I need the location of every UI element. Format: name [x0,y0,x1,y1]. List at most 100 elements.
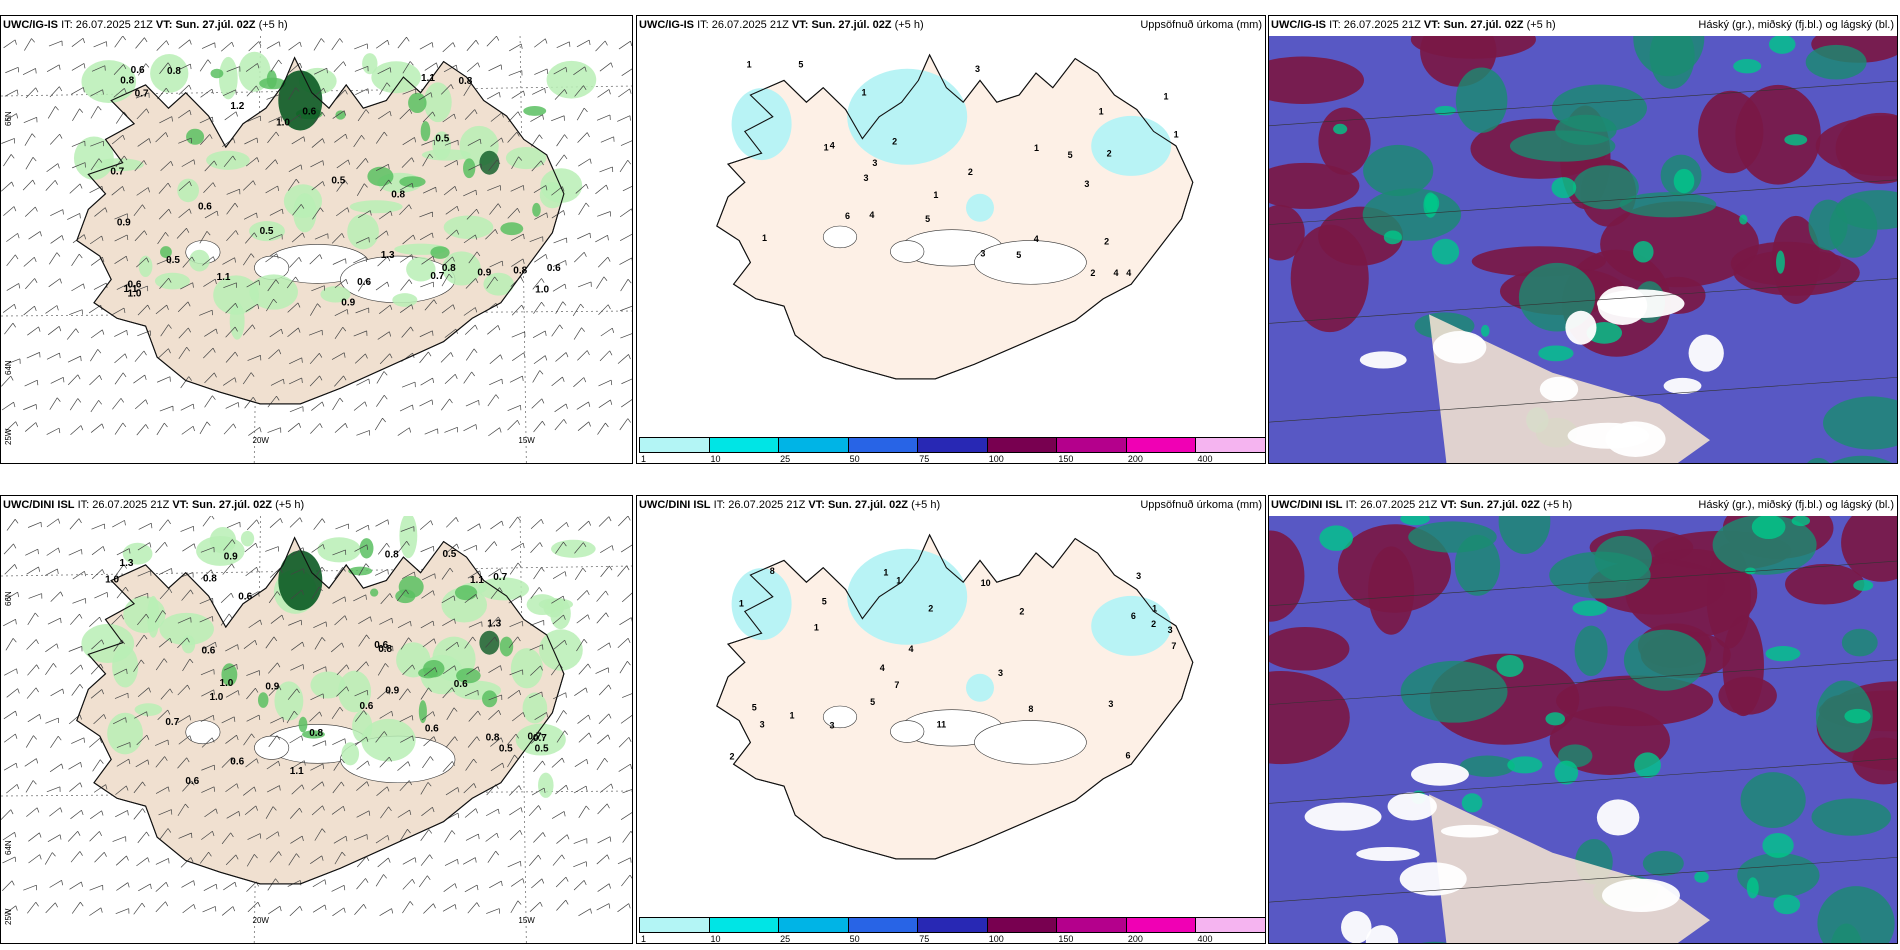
wind-barb [310,303,318,316]
wind-barb [554,403,567,413]
wind-barb-flag [365,661,369,667]
wind-barb [596,590,606,602]
precip-value-label: 0.6 [127,279,141,290]
cloud-green-blob [1551,177,1577,199]
wind-barb [45,717,59,724]
wind-barb [419,211,433,218]
wind-barb [70,425,82,436]
wind-barb-flag [433,299,437,305]
wind-barb-flag [233,716,236,722]
wind-barb-flag [581,327,585,332]
precip-blob-light [505,146,547,170]
wind-barb [375,131,385,144]
wind-barb-flag [564,284,567,290]
wind-barb-flag [11,880,15,886]
wind-barb [314,637,323,650]
it-value: 26.07.2025 21Z [1343,19,1421,31]
wind-barb [46,427,60,435]
wind-barb-flag [343,885,346,891]
wind-barb [67,374,79,386]
wind-barb [310,693,324,701]
wind-barb [4,564,15,575]
wind-barb-flag [326,68,328,74]
wind-barb [421,711,434,721]
wind-barb [199,116,213,124]
wind-barb [177,757,187,769]
wind-barb-flag [430,92,433,98]
wind-barb-flag [188,327,192,333]
wind-barb-flag [449,567,454,573]
model-name: UWC/IG-IS [3,19,58,31]
cloud-green-blob [1739,214,1748,225]
wind-barb-flag [60,591,64,597]
wind-barb-flag [79,213,81,219]
wind-barb-flag [454,186,458,192]
cloud-high-blob [1269,162,1360,209]
wind-barb [242,180,254,191]
wind-barb-flag [59,353,61,359]
wind-barb [245,758,257,768]
wind-barb-flag [414,571,416,577]
wind-barb [26,566,39,575]
wind-barb-flag [582,567,587,573]
wind-barb-flag [165,232,169,237]
wind-barb [356,878,366,890]
wind-barb-flag [565,876,569,882]
wind-barb [554,419,565,431]
precip-value-label: 5 [798,60,803,70]
precip-value-label: 0.7 [165,717,179,728]
wind-barb-flag [494,229,498,234]
wind-barb [226,202,236,215]
cloud-low-blob [1829,198,1878,258]
wind-barb [225,734,237,744]
precip-value-label: 0.8 [513,266,527,277]
wind-barb [159,277,169,289]
wind-barb-flag [344,180,348,185]
wind-barb [26,352,40,359]
wind-barb [313,621,327,628]
wind-barb [68,762,81,770]
wind-barb [246,714,260,722]
wind-barb [556,41,570,49]
lead-time: (+5 h) [258,19,288,31]
wind-barb [556,730,565,743]
wind-barb [265,636,275,649]
precip-value-label: 0.6 [131,65,145,76]
wind-barb-flag [608,516,612,522]
wind-barb [224,111,237,121]
precip-value-label: 1.3 [120,558,134,569]
wind-barb-flag [212,395,216,400]
wind-barb [115,564,125,577]
wind-barb-flag [339,397,344,403]
wind-barb-flag [475,234,478,240]
precip-value-label: 1.3 [381,250,395,261]
wind-barb [27,664,37,676]
wind-barb-flag [80,664,84,670]
wind-barb [576,401,589,410]
wind-barb [6,519,16,531]
wind-barb [24,38,32,51]
wind-barb [290,664,304,671]
wind-barb [222,563,233,575]
wind-barb-flag [281,614,284,620]
wind-barb [287,327,299,337]
precip-blob-light [283,184,323,218]
wind-barb [488,665,501,673]
precip-area [847,68,968,165]
wind-barb [199,421,208,435]
precip-value-label: 0.6 [201,646,215,657]
precip-blob-mid [463,158,476,179]
wind-barb-flag [256,85,260,91]
wind-barb [6,233,18,242]
wind-barb [265,546,279,552]
wind-barb-flag [16,784,20,790]
wind-barb-flag [454,883,457,889]
wind-barb [112,520,125,528]
wind-barb [24,758,37,767]
wind-barb-flag [185,803,189,809]
wind-barb-flag [259,833,262,839]
it-value: 26.07.2025 21Z [75,19,153,31]
colorbar-swatch [639,917,710,933]
wind-barb [26,639,37,650]
wind-barb-flag [320,207,324,212]
